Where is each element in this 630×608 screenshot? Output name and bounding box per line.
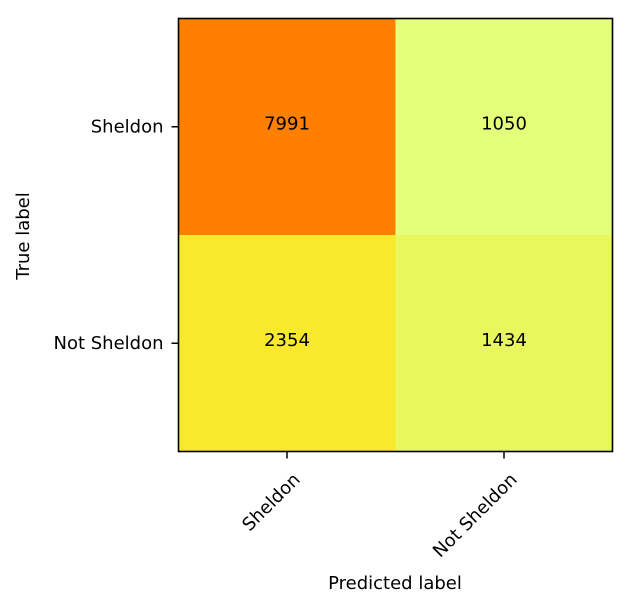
- y-axis: Sheldon Not Sheldon: [53, 116, 179, 354]
- heatmap-cell: [395, 18, 613, 236]
- x-axis-title: Predicted label: [328, 573, 462, 594]
- x-tick-label: Sheldon: [238, 469, 304, 535]
- plot-frame: [177, 17, 614, 453]
- y-tick-label: Not Sheldon: [53, 333, 163, 354]
- heatmap-cell-labels: 7991 1050 2354 1434: [264, 113, 527, 351]
- cell-value-label: 2354: [264, 330, 310, 351]
- x-axis: Sheldon Not Sheldon: [238, 451, 522, 562]
- heatmap-cells: [178, 18, 613, 452]
- y-tick-label: Sheldon: [91, 116, 164, 137]
- heatmap-cell: [178, 235, 396, 452]
- x-tick-label: Not Sheldon: [429, 469, 522, 562]
- heatmap-cell: [395, 235, 613, 452]
- cell-value-label: 1050: [481, 113, 527, 134]
- cell-value-label: 7991: [264, 113, 310, 134]
- cell-value-label: 1434: [481, 330, 527, 351]
- heatmap-cell: [178, 18, 396, 236]
- y-axis-title: True label: [13, 192, 34, 281]
